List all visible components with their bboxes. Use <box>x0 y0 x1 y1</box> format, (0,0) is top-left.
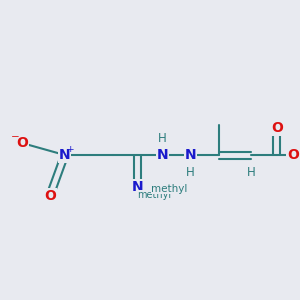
Text: −: − <box>11 132 19 142</box>
Text: O: O <box>44 189 56 203</box>
Text: O: O <box>271 121 283 135</box>
Text: methyl: methyl <box>137 190 171 200</box>
Text: +: + <box>66 145 74 154</box>
Text: N: N <box>184 148 196 162</box>
Text: H: H <box>247 166 255 178</box>
Text: N: N <box>157 148 168 162</box>
Text: N: N <box>59 148 70 162</box>
Text: methyl: methyl <box>151 184 188 194</box>
Text: O: O <box>287 148 299 162</box>
Text: N: N <box>132 180 143 194</box>
Text: H: H <box>158 133 167 146</box>
Text: H: H <box>186 166 195 178</box>
Text: O: O <box>16 136 28 150</box>
